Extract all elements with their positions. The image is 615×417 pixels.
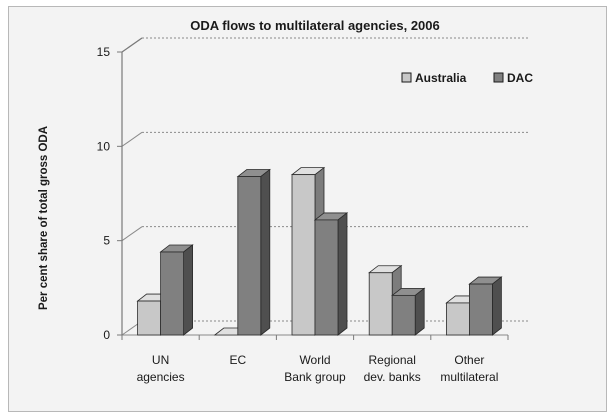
x-tick-label: EC xyxy=(229,353,246,367)
bar-dac-2 xyxy=(313,212,349,336)
legend-label: Australia xyxy=(415,71,467,85)
x-tick-label-line: agencies xyxy=(137,370,185,384)
bar-side-face xyxy=(183,244,194,336)
y-tick-label: 15 xyxy=(97,45,111,59)
bar-front-face xyxy=(368,272,393,336)
x-tick-label: Regional dev. banks xyxy=(364,353,421,384)
x-tick-label: World Bank group xyxy=(284,353,346,384)
bar-dac-1 xyxy=(236,168,271,336)
bar-front-face xyxy=(391,294,416,336)
bar-dac-3 xyxy=(391,287,426,336)
bar-front-face xyxy=(160,251,185,336)
bar-side-face xyxy=(337,212,348,336)
x-tick-label-line: Bank group xyxy=(284,370,346,384)
gridline-slant xyxy=(121,226,143,242)
x-tick-label-line: EC xyxy=(229,353,246,367)
legend-swatch xyxy=(493,72,504,83)
x-tick-label-line: multilateral xyxy=(440,370,498,384)
y-tick-label: 10 xyxy=(97,139,111,153)
x-tick-label: Other multilateral xyxy=(440,353,498,384)
bar-front-face xyxy=(314,219,339,336)
legend-item-dac: DAC xyxy=(493,71,533,85)
x-tick-label-line: Other xyxy=(454,353,484,367)
y-tick-label: 5 xyxy=(103,234,110,248)
legend-label: DAC xyxy=(507,71,533,85)
y-axis-top-edge xyxy=(121,37,143,53)
bar-front-face xyxy=(468,283,493,336)
legend-item-australia: Australia xyxy=(401,71,467,85)
x-tick-label-line: UN xyxy=(152,353,169,367)
bar-side-face xyxy=(491,276,502,336)
y-tick-label: 0 xyxy=(103,328,110,342)
bar-side-face xyxy=(260,168,271,336)
y-axis-title: Per cent share of total gross ODA xyxy=(38,126,50,310)
bar-front-face xyxy=(237,176,262,336)
bar-front-face xyxy=(445,302,470,336)
x-tick-label-line: World xyxy=(299,353,330,367)
gridline-slant xyxy=(121,131,143,147)
x-tick-label-line: Regional xyxy=(369,353,416,367)
bar-dac-4 xyxy=(468,276,503,336)
bar-front-face xyxy=(291,174,316,336)
bar-dac-0 xyxy=(159,244,194,336)
bar-side-face xyxy=(414,287,425,336)
legend-swatch xyxy=(401,72,412,83)
bar-front-face xyxy=(137,300,162,336)
x-tick-label: UN agencies xyxy=(137,353,185,384)
x-tick-label-line: dev. banks xyxy=(364,370,421,384)
chart-title: ODA flows to multilateral agencies, 2006 xyxy=(190,18,440,33)
